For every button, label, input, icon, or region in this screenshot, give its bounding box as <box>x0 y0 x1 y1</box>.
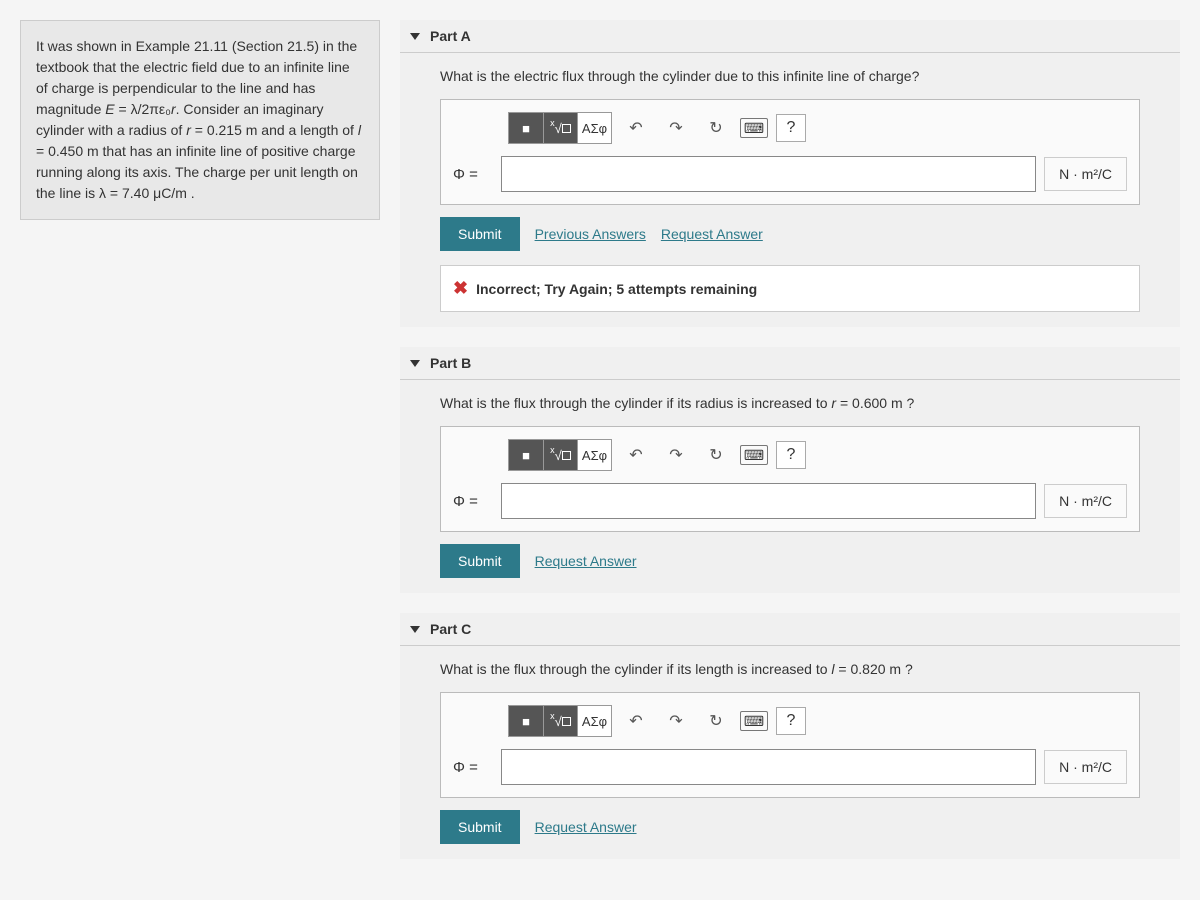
part-c-title: Part C <box>430 621 471 637</box>
undo-icon[interactable]: ↶ <box>620 113 652 143</box>
answer-input-c[interactable] <box>501 749 1036 785</box>
part-b-question: What is the flux through the cylinder if… <box>440 395 1140 411</box>
units-a: N · m²/C <box>1044 157 1127 191</box>
undo-icon[interactable]: ↶ <box>620 706 652 736</box>
templates-icon[interactable]: ■ <box>509 113 543 143</box>
sqrt-icon[interactable]: x√ <box>543 440 577 470</box>
templates-icon[interactable]: ■ <box>509 440 543 470</box>
help-icon[interactable]: ? <box>776 707 806 735</box>
incorrect-icon: ✖ <box>453 278 468 299</box>
help-icon[interactable]: ? <box>776 441 806 469</box>
phi-label-c: Φ = <box>453 759 493 776</box>
reset-icon[interactable]: ↻ <box>700 113 732 143</box>
greek-icon[interactable]: ΑΣφ <box>577 440 611 470</box>
part-b-title: Part B <box>430 355 471 371</box>
templates-icon[interactable]: ■ <box>509 706 543 736</box>
answer-input-a[interactable] <box>501 156 1036 192</box>
input-toolbar: ■ x√ ΑΣφ ↶ ↷ ↻ ? <box>453 112 1127 144</box>
greek-icon[interactable]: ΑΣφ <box>577 706 611 736</box>
answer-box-a: ■ x√ ΑΣφ ↶ ↷ ↻ ? Φ = N · m²/C <box>440 99 1140 205</box>
caret-down-icon <box>410 626 420 633</box>
submit-button-b[interactable]: Submit <box>440 544 520 578</box>
problem-statement: It was shown in Example 21.11 (Section 2… <box>20 20 380 220</box>
undo-icon[interactable]: ↶ <box>620 440 652 470</box>
part-a-title: Part A <box>430 28 471 44</box>
problem-text: It was shown in Example 21.11 (Section 2… <box>36 38 361 201</box>
input-toolbar: ■ x√ ΑΣφ ↶ ↷ ↻ ? <box>453 705 1127 737</box>
answer-box-b: ■ x√ ΑΣφ ↶ ↷ ↻ ? Φ = N · m²/C <box>440 426 1140 532</box>
reset-icon[interactable]: ↻ <box>700 440 732 470</box>
greek-icon[interactable]: ΑΣφ <box>577 113 611 143</box>
request-answer-link-c[interactable]: Request Answer <box>535 819 637 835</box>
part-a-header[interactable]: Part A <box>400 20 1180 53</box>
part-a-question: What is the electric flux through the cy… <box>440 68 1140 84</box>
feedback-text: Incorrect; Try Again; 5 attempts remaini… <box>476 281 757 297</box>
previous-answers-link[interactable]: Previous Answers <box>535 226 646 242</box>
answer-box-c: ■ x√ ΑΣφ ↶ ↷ ↻ ? Φ = N · m²/C <box>440 692 1140 798</box>
keyboard-icon[interactable] <box>740 118 768 138</box>
submit-button-a[interactable]: Submit <box>440 217 520 251</box>
sqrt-icon[interactable]: x√ <box>543 706 577 736</box>
keyboard-icon[interactable] <box>740 445 768 465</box>
redo-icon[interactable]: ↷ <box>660 706 692 736</box>
units-b: N · m²/C <box>1044 484 1127 518</box>
caret-down-icon <box>410 360 420 367</box>
request-answer-link-a[interactable]: Request Answer <box>661 226 763 242</box>
redo-icon[interactable]: ↷ <box>660 440 692 470</box>
part-c: Part C What is the flux through the cyli… <box>400 613 1180 859</box>
caret-down-icon <box>410 33 420 40</box>
units-c: N · m²/C <box>1044 750 1127 784</box>
reset-icon[interactable]: ↻ <box>700 706 732 736</box>
feedback-box: ✖ Incorrect; Try Again; 5 attempts remai… <box>440 265 1140 312</box>
keyboard-icon[interactable] <box>740 711 768 731</box>
part-b: Part B What is the flux through the cyli… <box>400 347 1180 593</box>
answer-input-b[interactable] <box>501 483 1036 519</box>
sqrt-icon[interactable]: x√ <box>543 113 577 143</box>
part-c-question: What is the flux through the cylinder if… <box>440 661 1140 677</box>
input-toolbar: ■ x√ ΑΣφ ↶ ↷ ↻ ? <box>453 439 1127 471</box>
phi-label-a: Φ = <box>453 166 493 183</box>
part-a: Part A What is the electric flux through… <box>400 20 1180 327</box>
part-c-header[interactable]: Part C <box>400 613 1180 646</box>
redo-icon[interactable]: ↷ <box>660 113 692 143</box>
part-b-header[interactable]: Part B <box>400 347 1180 380</box>
request-answer-link-b[interactable]: Request Answer <box>535 553 637 569</box>
phi-label-b: Φ = <box>453 493 493 510</box>
submit-button-c[interactable]: Submit <box>440 810 520 844</box>
help-icon[interactable]: ? <box>776 114 806 142</box>
